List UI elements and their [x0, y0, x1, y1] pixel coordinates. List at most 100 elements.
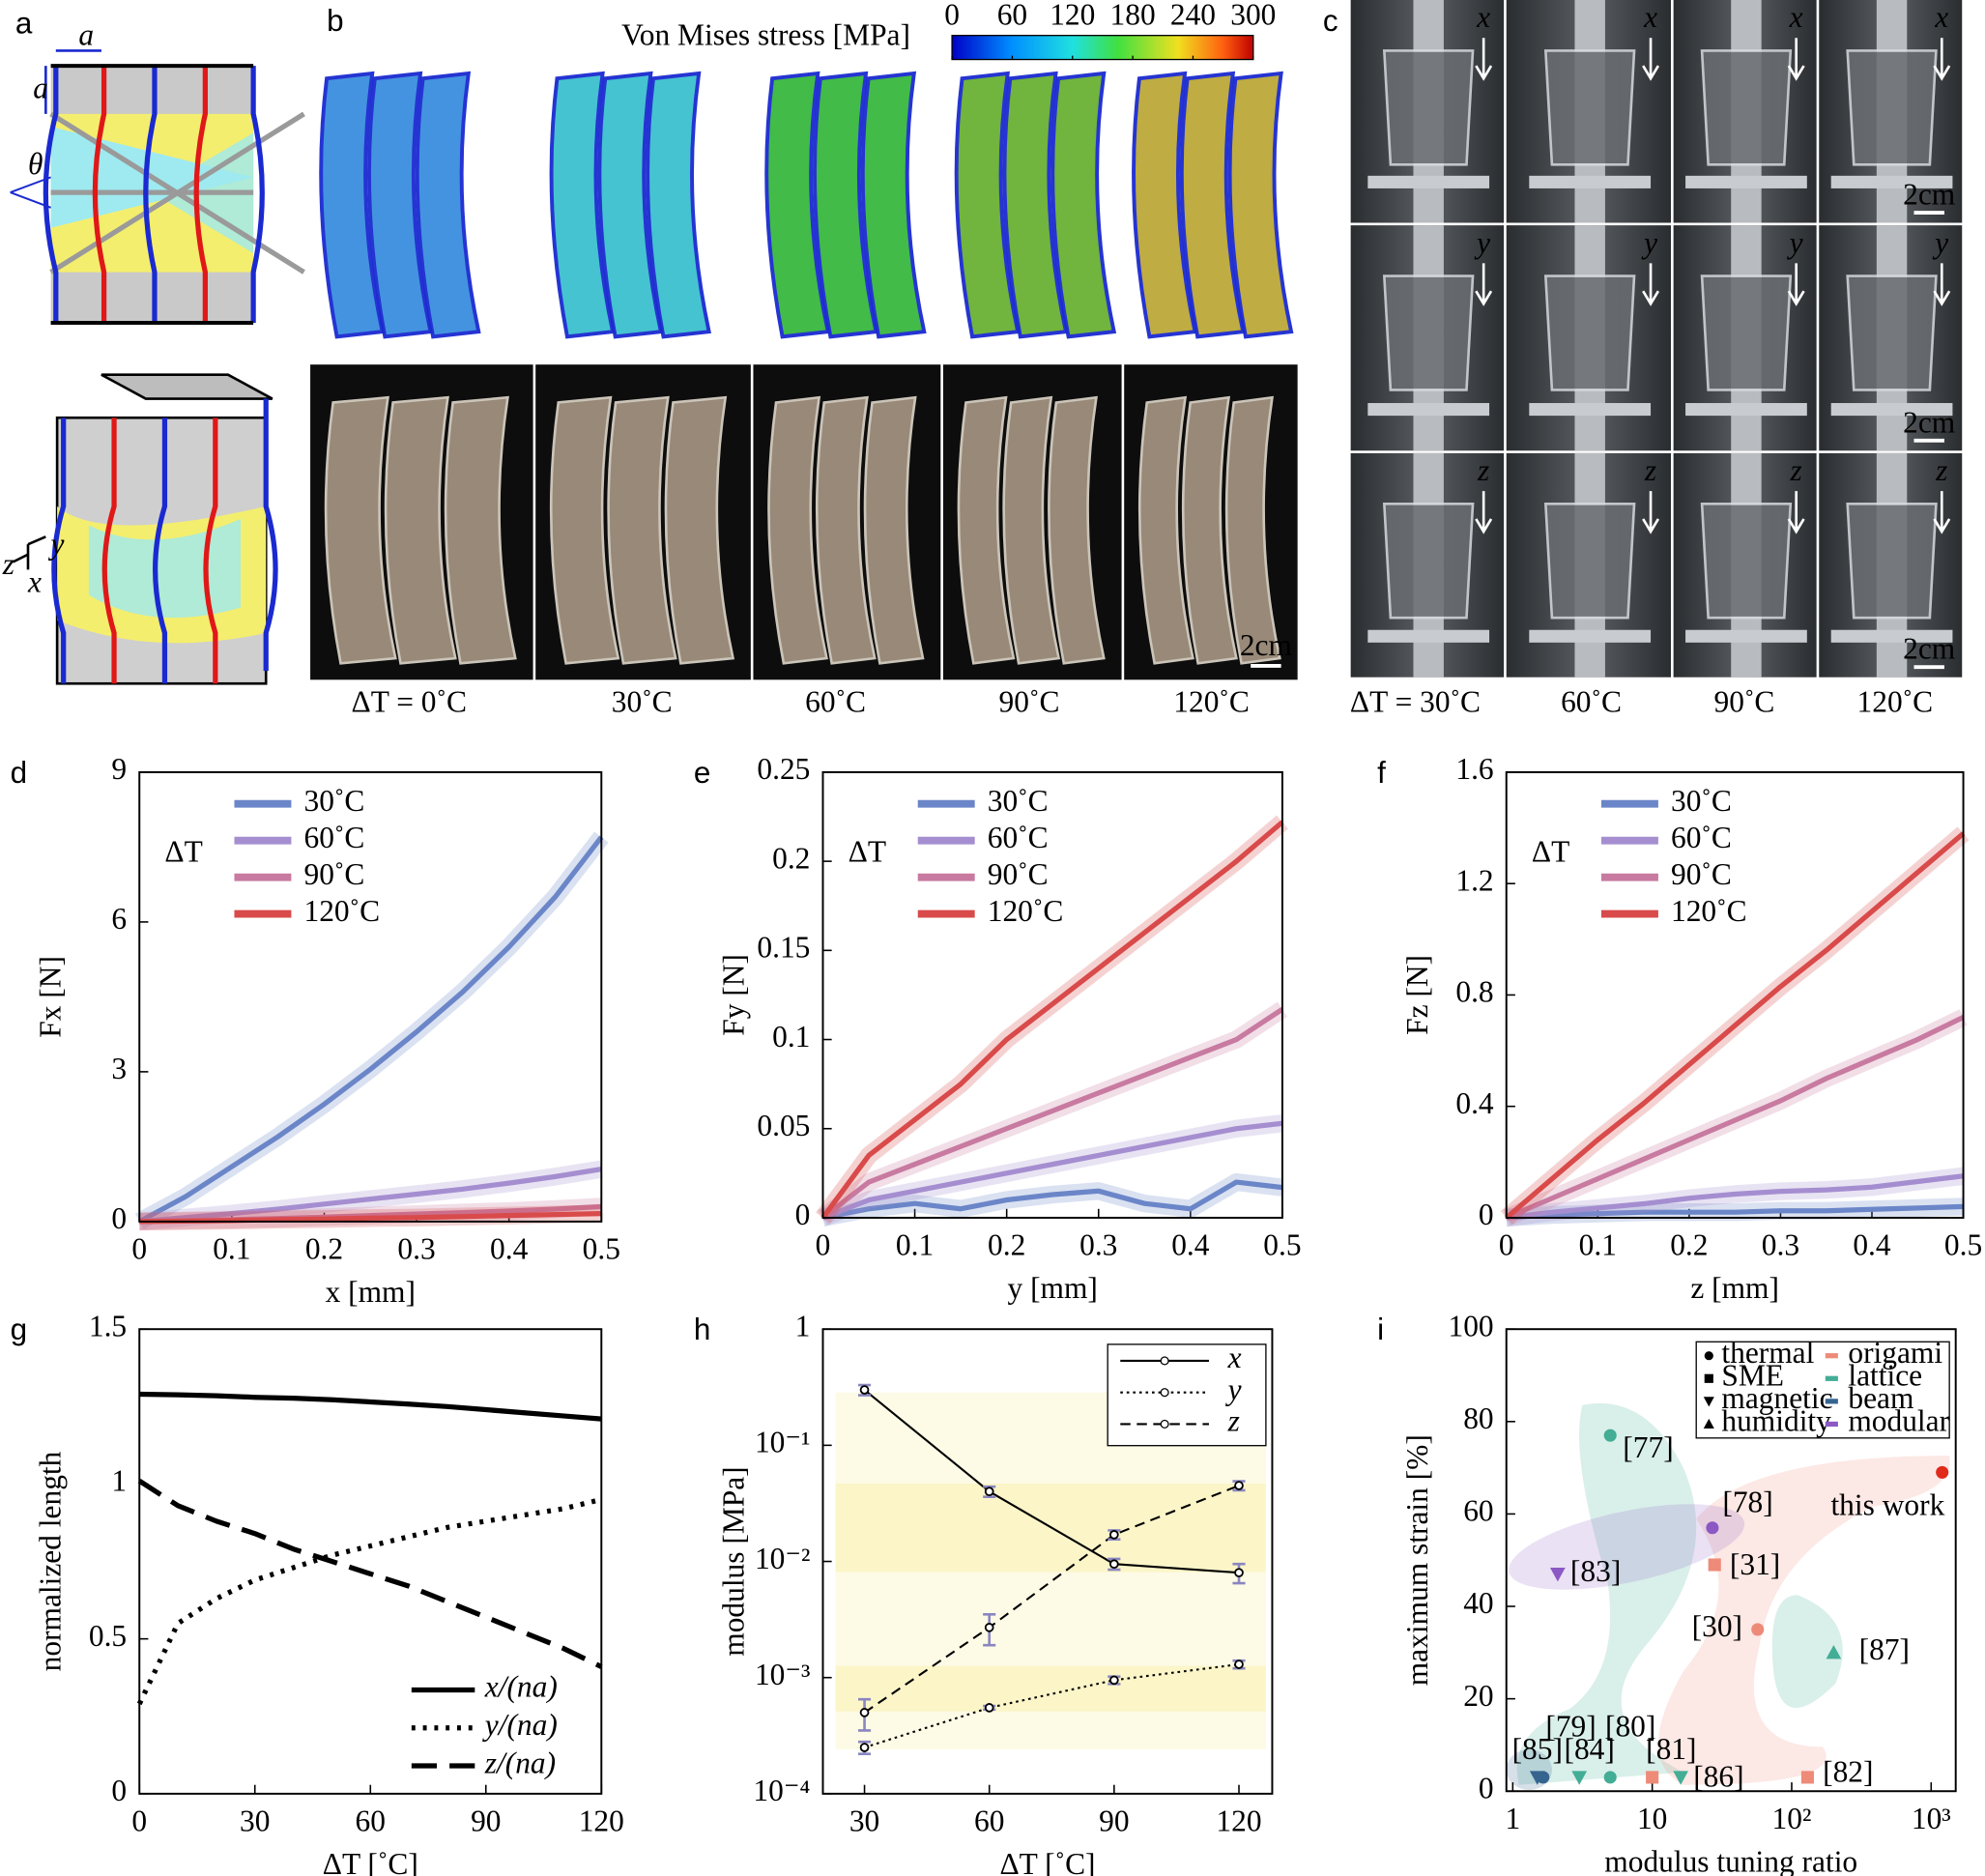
legend-box [1107, 1343, 1267, 1447]
data-point [1751, 1623, 1765, 1636]
legend-label: humidity [1721, 1404, 1831, 1438]
x-tick-label: 0.5 [583, 1232, 620, 1266]
direction-label: x [1643, 0, 1657, 34]
y-tick-label: 40 [1463, 1586, 1493, 1620]
colorbar-tick-label: 180 [1110, 0, 1156, 32]
y-axis-label: normalized length [33, 1451, 67, 1671]
axis-letter: z [2, 547, 14, 581]
x-tick-label: 60 [974, 1804, 1004, 1838]
y-tick-label: 10⁻¹ [755, 1426, 810, 1459]
direction-arrow [1475, 263, 1493, 306]
scale-bar-label: 2cm [1240, 628, 1292, 662]
series-line [139, 1391, 602, 1422]
direction-arrow [1475, 491, 1493, 534]
photo-strip [324, 395, 397, 665]
y-tick-label: 0.4 [1455, 1086, 1494, 1120]
data-point [1708, 1558, 1721, 1572]
direction-label: z [1935, 453, 1947, 487]
x-tick-label: 10³ [1912, 1802, 1951, 1835]
legend-label: 120˚C [988, 894, 1064, 928]
point-label: [84] [1565, 1732, 1615, 1766]
schematic-3d [12, 373, 278, 685]
series-line [137, 1479, 603, 1669]
panel-label: g [11, 1313, 27, 1346]
specimen [1382, 49, 1475, 166]
plate [1529, 403, 1652, 417]
x-axis-label: ΔT [˚C] [999, 1847, 1095, 1876]
x-tick-label: 0 [131, 1232, 147, 1266]
direction-arrow [1642, 491, 1660, 534]
legend-marker [1160, 1356, 1169, 1366]
direction-arrow [1642, 38, 1660, 81]
legend-label: 30˚C [1671, 784, 1732, 818]
x-axis-label: y [mm] [1008, 1271, 1098, 1305]
series-line [1506, 1173, 1964, 1221]
legend-title: ΔT [1532, 834, 1569, 868]
x-tick-label: 0.1 [896, 1228, 934, 1262]
data-point [984, 1486, 994, 1497]
data-point [1109, 1529, 1119, 1540]
series-line [820, 820, 1284, 1220]
legend-label: x/(na) [484, 1670, 558, 1704]
legend-label: x [1227, 1341, 1242, 1374]
data-point [859, 1743, 870, 1752]
legend-label: magnetic [1721, 1381, 1832, 1415]
legend-label: 30˚C [304, 784, 365, 818]
point-label: [79] [1545, 1709, 1596, 1743]
x-tick-label: 120 [1216, 1804, 1261, 1838]
series-line [821, 1120, 1283, 1221]
colorbar-tick-label: 120 [1050, 0, 1095, 32]
chart: f 0 0.1 0.2 0.3 0.4 0.5 0 0.4 0.8 1.2 1.6 z [mm] Fz [… [1377, 752, 1982, 1305]
data-point [1800, 1771, 1814, 1784]
condition-label: 120˚C [1857, 685, 1934, 719]
x-tick-label: 0.2 [305, 1232, 343, 1266]
legend-label: y/(na) [482, 1708, 558, 1742]
x-tick-label: 10² [1772, 1802, 1812, 1835]
x-tick-label: 0.3 [397, 1232, 435, 1266]
plot-frame [138, 770, 603, 1223]
scale-bar-label: 2cm [1903, 632, 1955, 666]
legend-label: origami [1848, 1336, 1942, 1370]
legend-label: 90˚C [988, 857, 1049, 891]
scale-bar-label: 2cm [1903, 178, 1955, 212]
simulation-strip [860, 71, 927, 339]
point-label: [87] [1859, 1632, 1910, 1666]
x-tick-label: 0.5 [1944, 1228, 1982, 1262]
plate [1367, 175, 1490, 188]
condition-label: ΔT = 0˚C [352, 685, 467, 719]
y-tick-label: 100 [1449, 1309, 1494, 1342]
y-tick-label: 3 [111, 1052, 127, 1085]
specimen [1543, 49, 1636, 166]
colorbar-tick-label: 0 [944, 0, 960, 32]
x-axis-label: x [mm] [326, 1275, 416, 1309]
y-tick-label: 0.8 [1455, 975, 1493, 1009]
data-point [1826, 1644, 1842, 1660]
plate [1529, 175, 1652, 188]
specimen [1846, 49, 1938, 166]
scale-bar-label: 2cm [1903, 405, 1955, 439]
legend-label: 60˚C [1671, 821, 1732, 854]
data-point [859, 1708, 870, 1717]
direction-label: z [1644, 453, 1656, 487]
data-point [1234, 1660, 1244, 1669]
x-tick-label: 90 [471, 1804, 501, 1838]
point-label: [30] [1692, 1609, 1742, 1643]
condition-label: 120˚C [1173, 685, 1250, 719]
condition-label: 90˚C [1714, 685, 1775, 719]
data-point [1603, 1429, 1617, 1442]
direction-label: x [1789, 0, 1803, 34]
x-tick-label: 90 [1099, 1804, 1129, 1838]
direction-label: z [1477, 453, 1489, 487]
data-point [1109, 1559, 1119, 1570]
x-tick-label: 0.2 [1670, 1228, 1708, 1262]
specimen [1543, 274, 1636, 391]
axis-letter: x [27, 564, 42, 598]
panel-label: i [1377, 1313, 1384, 1346]
y-tick-label: 1 [795, 1309, 811, 1342]
plot-frame [1505, 1328, 1957, 1793]
legend-box [1695, 1341, 1950, 1439]
specimen [1846, 502, 1938, 620]
colorbar [951, 35, 1254, 61]
y-tick-label: 0 [111, 1774, 127, 1807]
data-point [1234, 1481, 1244, 1490]
